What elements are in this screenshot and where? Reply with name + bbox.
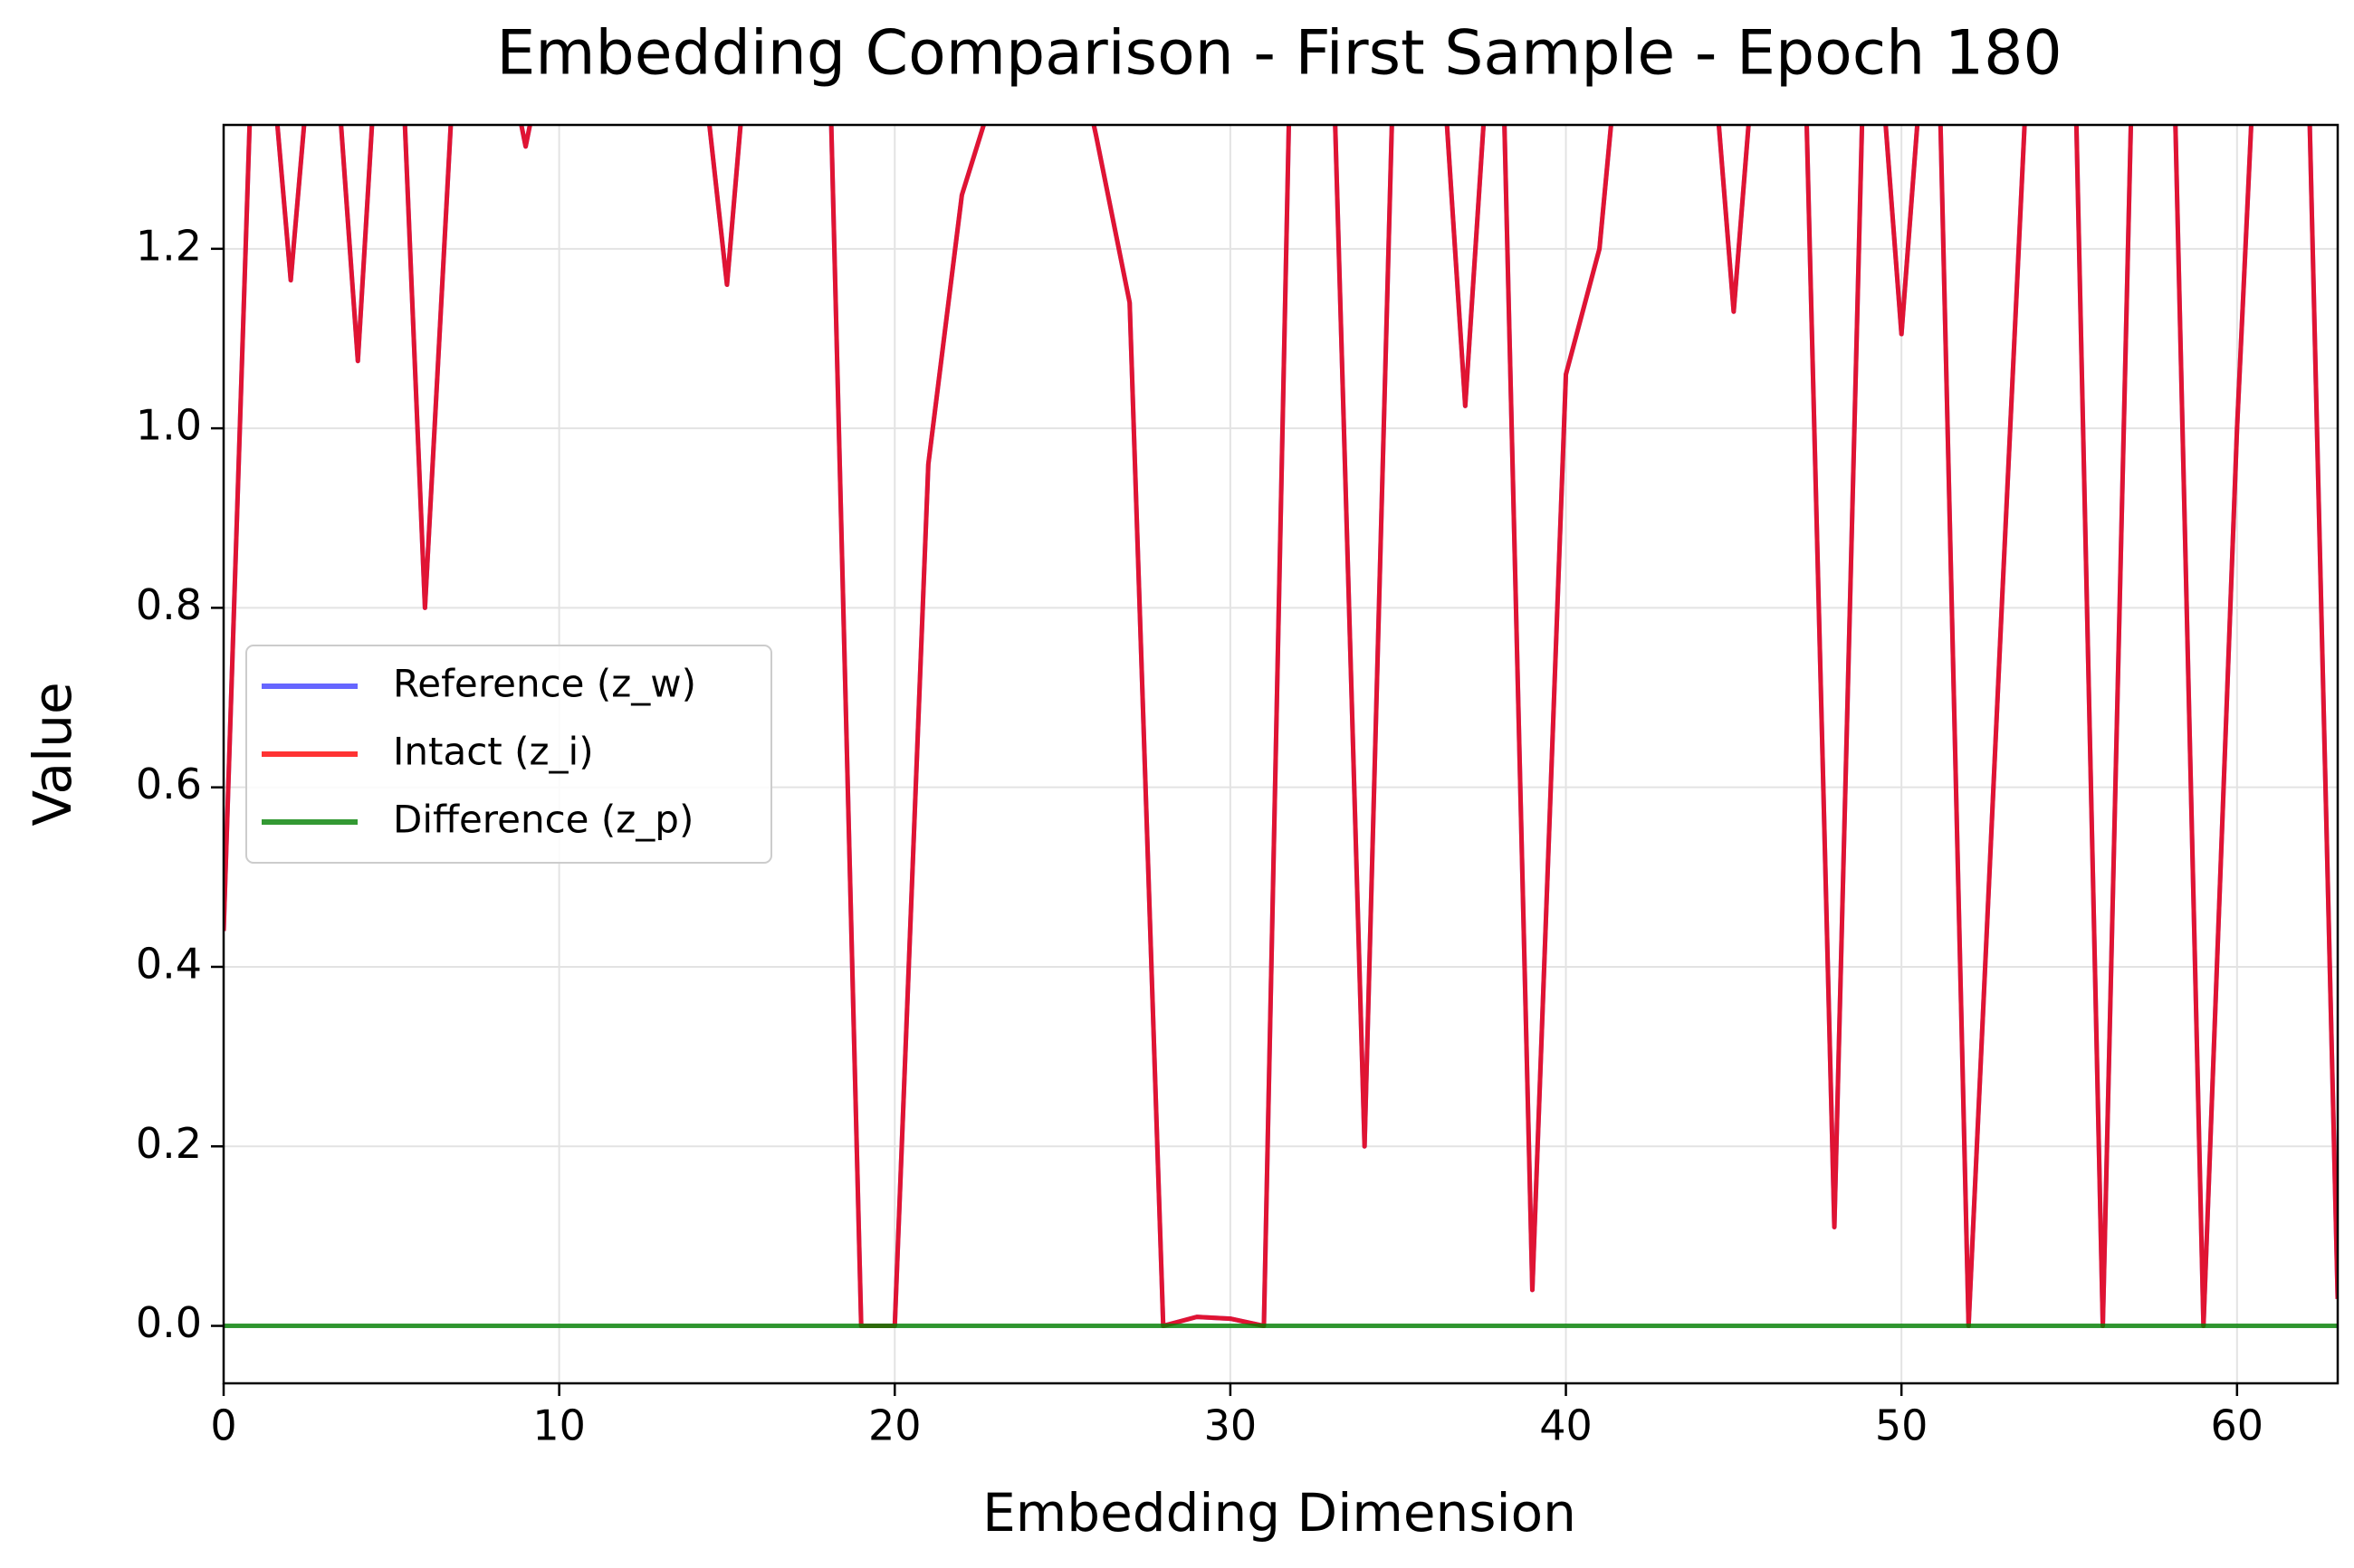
x-tick-label: 10	[532, 1401, 586, 1450]
legend-box	[245, 645, 772, 864]
y-tick-label: 1.0	[136, 401, 202, 450]
y-tick-label: 0.2	[136, 1119, 202, 1168]
legend-label: Difference (z_p)	[393, 798, 694, 842]
x-tick-label: 0	[210, 1401, 236, 1450]
legend: Reference (z_w) Intact (z_i) Difference (z…	[245, 645, 772, 864]
y-axis-label: Value	[22, 682, 83, 826]
series-line	[224, 125, 2338, 1329]
legend-label: Intact (z_i)	[393, 730, 594, 774]
y-tick-label: 0.0	[136, 1298, 202, 1347]
x-tick-label: 50	[1875, 1401, 1928, 1450]
x-tick-label: 20	[868, 1401, 922, 1450]
x-tick-label: 30	[1204, 1401, 1258, 1450]
y-tick-label: 0.6	[136, 760, 202, 808]
y-tick-label: 1.2	[136, 221, 202, 270]
x-tick-label: 60	[2211, 1401, 2264, 1450]
y-tick-label: 0.4	[136, 939, 202, 988]
x-axis-label: Embedding Dimension	[982, 1482, 1576, 1544]
chart-title: Embedding Comparison - First Sample - Ep…	[496, 18, 2062, 90]
ticks: 0 10 20 30 40 50 60 0.0 0.2 0.4 0.6 0.8 1.0 1.2	[136, 221, 2263, 1449]
legend-label: Reference (z_w)	[393, 662, 696, 706]
x-tick-label: 40	[1539, 1401, 1593, 1450]
plot-area	[224, 125, 2338, 1329]
y-tick-label: 0.8	[136, 580, 202, 629]
plot-frame	[222, 123, 2340, 1385]
